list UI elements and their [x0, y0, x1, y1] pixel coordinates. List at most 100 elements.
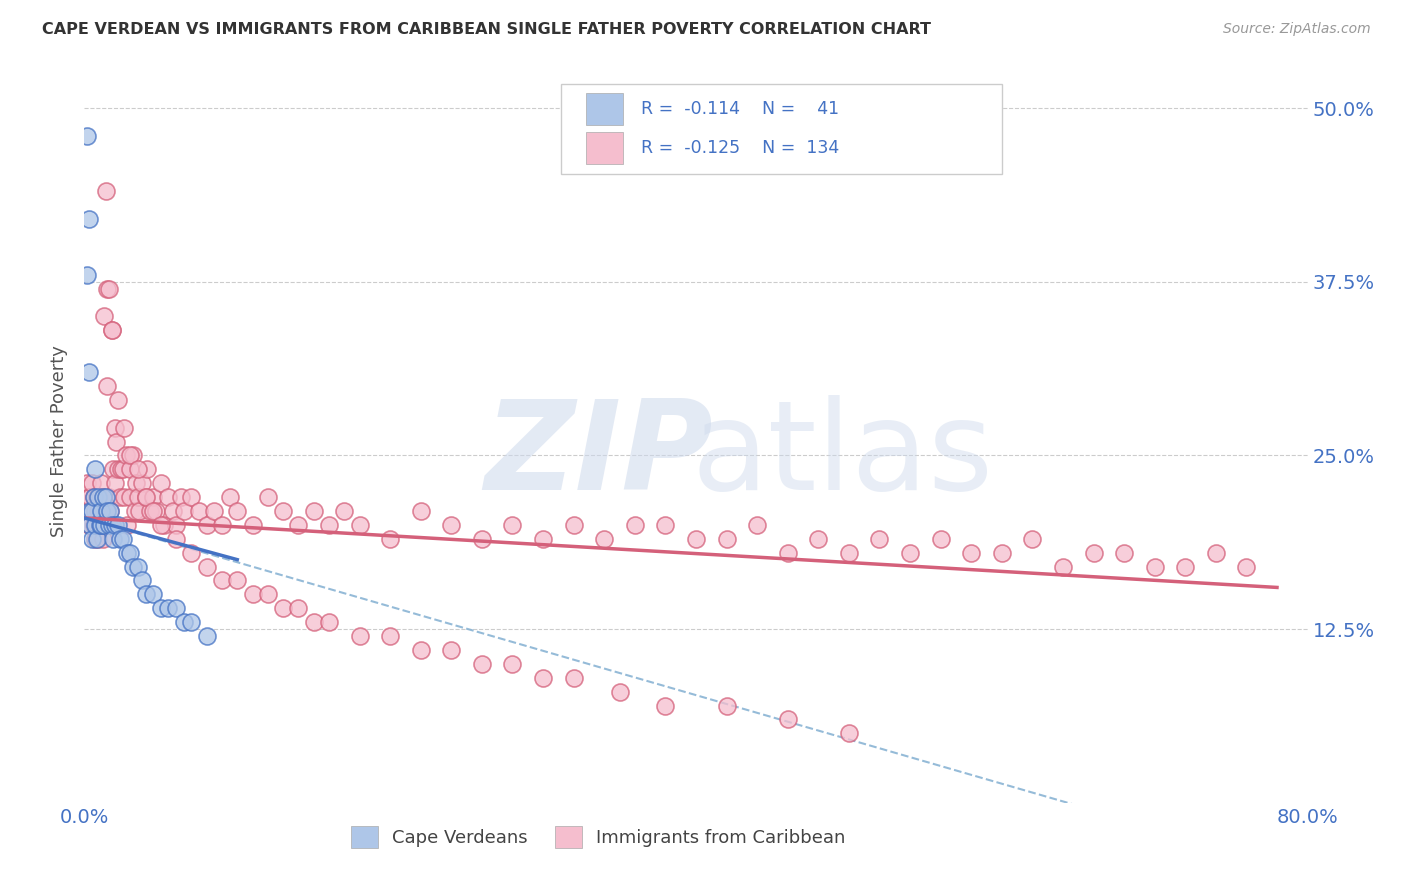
- Text: Source: ZipAtlas.com: Source: ZipAtlas.com: [1223, 22, 1371, 37]
- Point: [96, 282, 118, 296]
- Point: [165, 517, 187, 532]
- Point: [242, 587, 264, 601]
- Point: [349, 517, 371, 532]
- Point: [654, 517, 676, 532]
- Point: [96, 504, 118, 518]
- Point: [90, 504, 112, 518]
- Point: [87, 490, 110, 504]
- Point: [89, 490, 111, 504]
- Point: [89, 517, 111, 532]
- Point: [157, 601, 180, 615]
- Point: [84, 532, 107, 546]
- Text: R =  -0.125    N =  134: R = -0.125 N = 134: [641, 139, 839, 157]
- Point: [89, 517, 111, 532]
- Point: [115, 546, 138, 560]
- Point: [103, 532, 125, 546]
- Point: [131, 574, 153, 588]
- Point: [685, 532, 707, 546]
- Point: [1174, 559, 1197, 574]
- Point: [165, 532, 187, 546]
- Point: [593, 532, 616, 546]
- Point: [79, 504, 101, 518]
- Point: [139, 504, 162, 518]
- Point: [170, 490, 193, 504]
- Point: [76, 128, 98, 143]
- Point: [380, 629, 402, 643]
- Point: [114, 449, 136, 463]
- Point: [98, 504, 121, 518]
- Point: [562, 517, 585, 532]
- Point: [84, 517, 107, 532]
- Point: [120, 490, 142, 504]
- Point: [79, 517, 101, 532]
- Point: [716, 698, 738, 713]
- Point: [91, 532, 114, 546]
- Point: [131, 476, 153, 491]
- Point: [195, 559, 218, 574]
- Point: [127, 559, 149, 574]
- Point: [124, 504, 146, 518]
- Point: [838, 726, 860, 740]
- Point: [97, 517, 120, 532]
- Point: [531, 532, 554, 546]
- Point: [135, 587, 157, 601]
- Point: [76, 476, 98, 491]
- Point: [195, 517, 218, 532]
- FancyBboxPatch shape: [561, 84, 1002, 174]
- Point: [77, 490, 100, 504]
- Point: [101, 323, 124, 337]
- Point: [624, 517, 647, 532]
- Point: [112, 490, 135, 504]
- Point: [318, 615, 340, 630]
- Point: [502, 517, 524, 532]
- Point: [90, 476, 112, 491]
- Point: [91, 490, 114, 504]
- Point: [960, 546, 983, 560]
- Point: [195, 629, 218, 643]
- Point: [211, 517, 233, 532]
- Point: [80, 476, 103, 491]
- Point: [84, 462, 107, 476]
- Point: [471, 532, 494, 546]
- Point: [104, 517, 127, 532]
- FancyBboxPatch shape: [586, 93, 623, 125]
- Point: [80, 504, 103, 518]
- Point: [173, 615, 195, 630]
- Point: [1143, 559, 1166, 574]
- Text: atlas: atlas: [692, 395, 994, 516]
- Point: [257, 587, 280, 601]
- Point: [380, 532, 402, 546]
- Point: [654, 698, 676, 713]
- Point: [94, 504, 117, 518]
- Point: [257, 490, 280, 504]
- Point: [93, 310, 115, 324]
- Point: [180, 615, 202, 630]
- Point: [120, 462, 142, 476]
- Point: [776, 546, 799, 560]
- Point: [105, 434, 128, 449]
- Point: [162, 504, 184, 518]
- Point: [287, 601, 309, 615]
- Point: [562, 671, 585, 685]
- Y-axis label: Single Father Poverty: Single Father Poverty: [51, 345, 69, 538]
- Point: [440, 643, 463, 657]
- Point: [111, 532, 134, 546]
- Point: [112, 420, 135, 434]
- Point: [125, 476, 148, 491]
- Point: [127, 490, 149, 504]
- Point: [302, 504, 325, 518]
- Point: [271, 504, 294, 518]
- Point: [93, 517, 115, 532]
- Point: [1114, 546, 1136, 560]
- Point: [122, 449, 145, 463]
- FancyBboxPatch shape: [586, 132, 623, 164]
- Point: [142, 504, 165, 518]
- Point: [120, 449, 142, 463]
- Point: [991, 546, 1014, 560]
- Point: [149, 476, 172, 491]
- Point: [145, 504, 167, 518]
- Point: [80, 532, 103, 546]
- Point: [115, 517, 138, 532]
- Text: CAPE VERDEAN VS IMMIGRANTS FROM CARIBBEAN SINGLE FATHER POVERTY CORRELATION CHAR: CAPE VERDEAN VS IMMIGRANTS FROM CARIBBEA…: [42, 22, 931, 37]
- Point: [91, 490, 114, 504]
